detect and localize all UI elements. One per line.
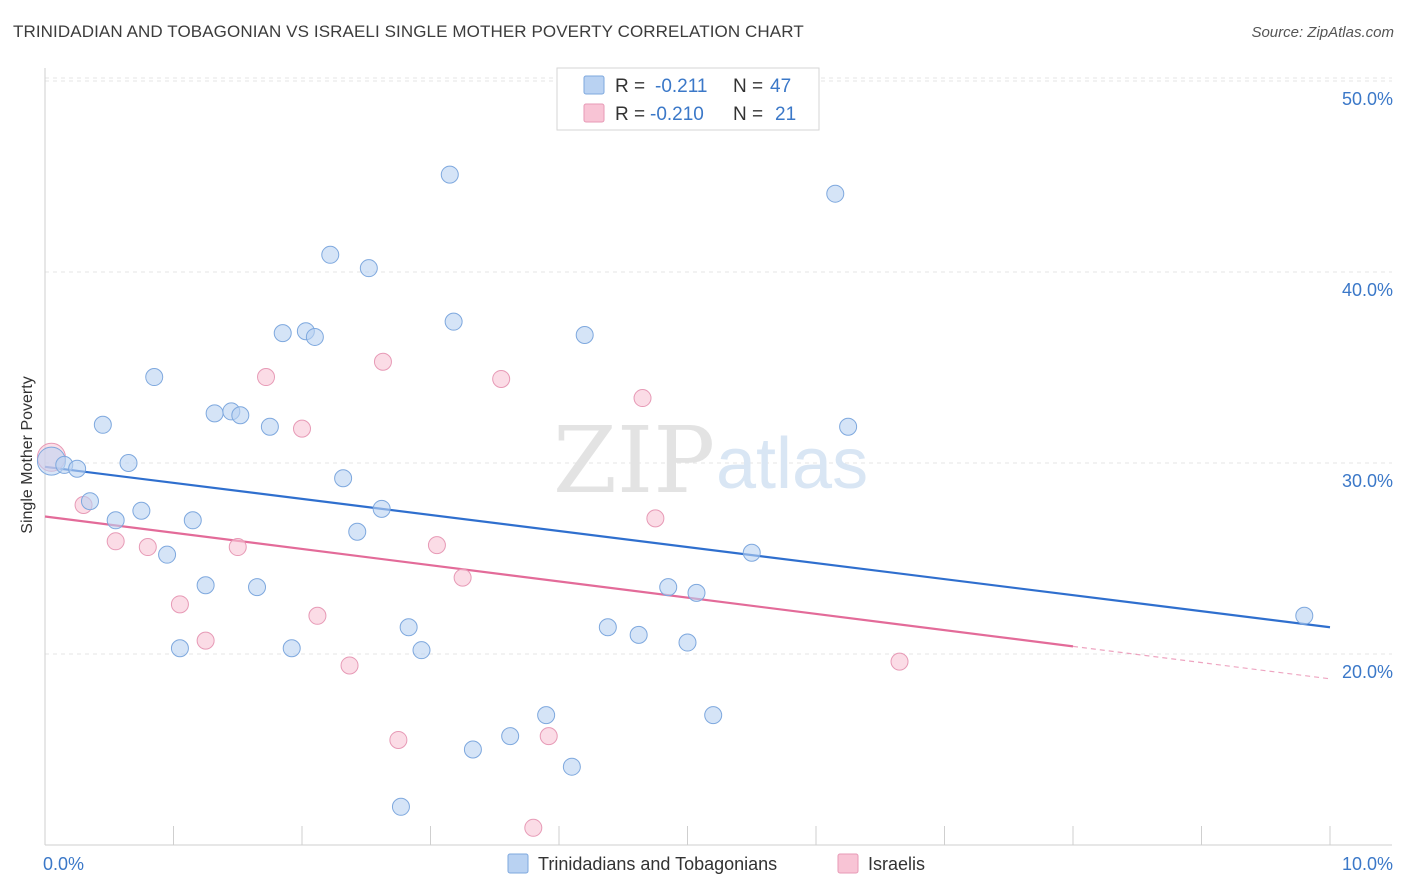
point-trinidadian-46	[1295, 606, 1314, 625]
point-trinidadian-25	[359, 259, 378, 278]
point-trinidadian-12	[196, 576, 215, 595]
point-trinidadian-38	[629, 625, 648, 644]
point-israeli-7	[257, 368, 276, 387]
point-trinidadian-36	[575, 326, 594, 345]
point-israeli-11	[373, 352, 392, 371]
legend-swatch-blue	[507, 853, 529, 874]
point-trinidadian-24	[348, 522, 367, 541]
legend-swatch-pink	[837, 853, 859, 874]
stats-n-label-1: N =	[733, 76, 763, 97]
watermark: ZIP atlas	[553, 407, 868, 514]
x-tick-label-1: 10.0%	[1342, 854, 1393, 874]
point-trinidadian-30	[440, 165, 459, 184]
point-trinidadian-16	[248, 578, 267, 597]
point-trinidadian-29	[412, 641, 431, 660]
point-trinidadian-40	[678, 633, 697, 652]
point-trinidadian-13	[205, 404, 224, 423]
point-trinidadian-9	[158, 545, 177, 564]
point-trinidadian-22	[321, 245, 340, 264]
stats-swatch-blue	[583, 75, 605, 95]
point-trinidadian-34	[537, 706, 556, 725]
trend-line-1	[44, 515, 1074, 648]
point-israeli-3	[138, 538, 157, 557]
chart-title: TRINIDADIAN AND TOBAGONIAN VS ISRAELI SI…	[13, 22, 804, 41]
stats-n-label-2: N =	[733, 104, 763, 125]
point-trinidadian-17	[260, 417, 279, 436]
stats-r-value-1: -0.211	[655, 76, 707, 97]
point-israeli-8	[293, 419, 311, 438]
y-tick-label-1: 30.0%	[1342, 471, 1393, 491]
stats-n-value-2: 21	[775, 104, 796, 125]
point-trinidadian-8	[145, 368, 164, 387]
point-israeli-10	[340, 656, 359, 675]
x-tick-labels: 0.0% 10.0%	[43, 854, 1393, 874]
point-israeli-15	[492, 369, 511, 388]
point-trinidadian-21	[305, 327, 324, 346]
point-trinidadian-32	[463, 740, 482, 759]
legend-label-trinidadians: Trinidadians and Tobagonians	[538, 854, 777, 874]
point-trinidadian-18	[273, 324, 292, 343]
point-israeli-13	[427, 536, 446, 555]
point-israeli-2	[106, 532, 125, 551]
point-israeli-19	[646, 509, 665, 528]
stats-swatch-pink	[583, 103, 605, 123]
point-israeli-17	[539, 727, 558, 746]
y-tick-labels: 20.0% 30.0% 40.0% 50.0%	[1342, 89, 1393, 682]
stats-n-value-1: 47	[770, 76, 791, 97]
source-label: Source: ZipAtlas.com	[1251, 24, 1394, 41]
point-israeli-6	[228, 538, 247, 557]
legend-label-israelis: Israelis	[868, 854, 925, 874]
point-trinidadian-35	[562, 757, 581, 776]
point-trinidadian-43	[742, 543, 761, 562]
point-trinidadian-37	[598, 618, 617, 637]
stats-r-label-2: R =	[615, 104, 645, 125]
point-trinidadian-42	[704, 706, 723, 725]
y-tick-label-0: 20.0%	[1342, 662, 1393, 682]
point-israeli-18	[633, 389, 652, 408]
point-trinidadian-15	[231, 406, 250, 425]
point-israeli-20	[890, 652, 909, 671]
stats-r-value-2: -0.210	[650, 104, 704, 125]
trend-line-extension-1	[1072, 645, 1331, 680]
stats-legend-box: R = -0.211 N = 47 R = -0.210 N = 21	[556, 67, 820, 131]
point-israeli-14	[453, 568, 472, 587]
point-trinidadian-4	[93, 415, 112, 434]
point-trinidadian-6	[119, 454, 138, 472]
point-trinidadian-39	[659, 578, 678, 597]
point-trinidadian-2	[68, 459, 87, 478]
point-israeli-12	[389, 730, 408, 749]
series-legend: Trinidadians and Tobagonians Israelis	[507, 853, 925, 874]
data-points	[36, 165, 1314, 837]
x-tick-label-0: 0.0%	[43, 854, 84, 874]
point-trinidadian-11	[183, 511, 202, 530]
point-israeli-5	[196, 631, 215, 650]
y-tick-label-2: 40.0%	[1342, 280, 1393, 300]
point-trinidadian-5	[106, 511, 125, 530]
point-trinidadian-41	[687, 583, 706, 602]
point-trinidadian-26	[372, 499, 391, 518]
point-trinidadian-19	[282, 639, 301, 658]
point-trinidadian-23	[334, 469, 353, 488]
point-trinidadian-28	[399, 618, 418, 637]
trend-lines	[44, 465, 1331, 680]
point-trinidadian-27	[391, 797, 410, 816]
y-tick-label-3: 50.0%	[1342, 89, 1393, 109]
point-israeli-4	[170, 595, 189, 614]
point-trinidadian-44	[826, 184, 845, 203]
point-trinidadian-3	[80, 492, 99, 511]
point-trinidadian-31	[444, 312, 463, 331]
point-trinidadian-33	[501, 727, 520, 746]
watermark-atlas: atlas	[716, 424, 868, 504]
watermark-zip: ZIP	[553, 407, 715, 514]
stats-r-label-1: R =	[615, 76, 645, 97]
point-trinidadian-10	[170, 639, 189, 658]
trend-line-0	[44, 465, 1331, 629]
grid-lines	[45, 77, 1392, 655]
point-israeli-16	[524, 818, 543, 837]
point-israeli-9	[308, 606, 327, 625]
point-trinidadian-7	[132, 501, 151, 520]
point-trinidadian-45	[839, 417, 858, 436]
